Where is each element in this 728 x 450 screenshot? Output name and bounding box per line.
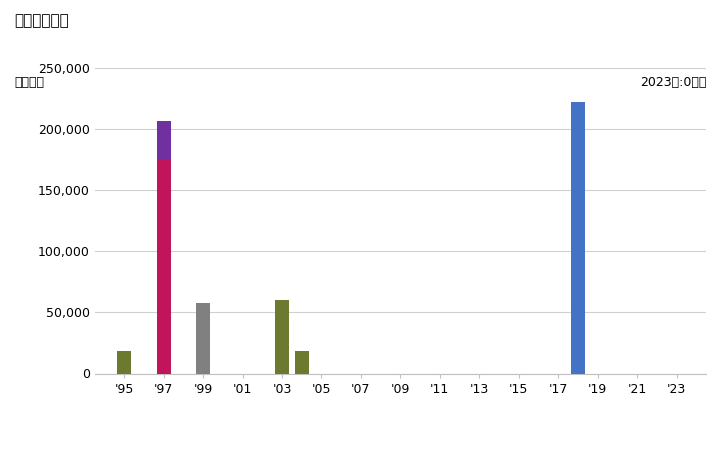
Text: 単位トン: 単位トン	[15, 76, 44, 90]
Text: 輸入量の推移: 輸入量の推移	[15, 14, 69, 28]
Bar	[275, 300, 289, 374]
Bar	[295, 351, 309, 373]
Bar	[117, 351, 131, 373]
Bar	[157, 122, 170, 159]
Bar	[157, 159, 170, 374]
Text: 2023年:0トン: 2023年:0トン	[640, 76, 706, 90]
Legend: ドイツ, 韓国, 中国, 英国, その他: ドイツ, 韓国, 中国, 英国, その他	[274, 447, 527, 450]
Bar	[197, 302, 210, 374]
Bar	[571, 102, 585, 374]
